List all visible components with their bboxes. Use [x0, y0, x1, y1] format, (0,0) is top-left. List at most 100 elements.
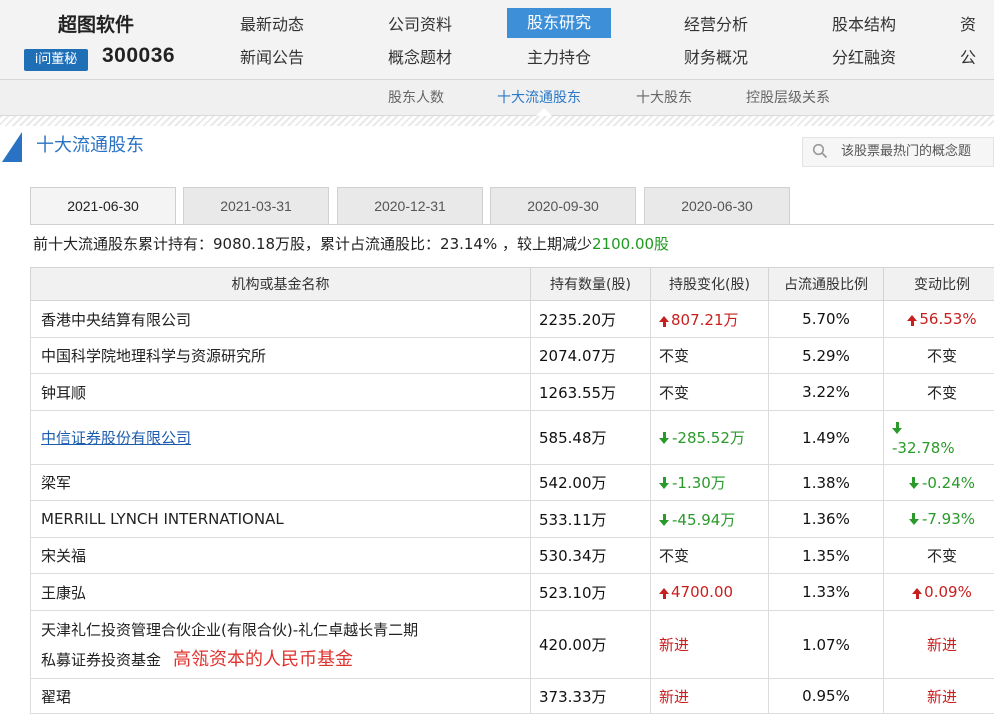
nav-business-analysis[interactable]: 经营分析	[683, 15, 748, 34]
nav-latest-news[interactable]: 最新动态	[239, 15, 304, 34]
arrow-down-icon	[659, 513, 669, 526]
change-value: 不变	[659, 347, 690, 365]
brand-block: 超图软件 i问董秘 300036	[0, 0, 200, 80]
col-header-change: 持股变化(股)	[650, 267, 769, 301]
col-header-qty: 持有数量(股)	[530, 267, 651, 301]
arrow-down-icon	[659, 477, 669, 489]
cell-holding-qty: 2074.07万	[530, 337, 651, 374]
subnav-top10-float[interactable]: 十大流通股东	[497, 90, 581, 106]
cell-change-ratio: 不变	[883, 373, 994, 411]
holder-annotation: 高瓴资本的人民币基金	[173, 648, 354, 670]
sub-navigation: 股东人数 十大流通股东 十大股东 控股层级关系	[0, 80, 994, 116]
subnav-control-hierarchy[interactable]: 控股层级关系	[746, 90, 830, 106]
divider-stripe	[0, 116, 994, 126]
table-header-row: 机构或基金名称 持有数量(股) 持股变化(股) 占流通股比例 变动比例	[30, 267, 994, 301]
cell-float-ratio: 1.49%	[768, 410, 884, 465]
ratio-value: 不变	[926, 347, 957, 365]
table-row: 天津礼仁投资管理合伙企业(有限合伙)-礼仁卓越长青二期 私募证券投资基金 高瓴资本的…	[30, 610, 994, 679]
arrow-up-icon	[912, 588, 923, 599]
change-value: 807.21万	[671, 310, 739, 329]
ratio-value: -0.24%	[921, 473, 976, 492]
change-value: 不变	[659, 383, 690, 402]
arrow-up-icon	[659, 588, 669, 599]
arrow-up-icon	[659, 315, 669, 327]
table-row: 香港中央结算有限公司 2235.20万 807.21万 5.70% 56.53%	[30, 300, 994, 338]
arrow-down-icon	[908, 513, 919, 525]
table-row: 钟耳顺 1263.55万 不变 3.22% 不变	[30, 373, 994, 411]
cell-float-ratio: 1.35%	[768, 537, 884, 574]
hot-concept-search[interactable]: 该股票最热门的概念题	[802, 137, 994, 167]
cell-holder-name: 翟珺	[30, 678, 531, 714]
cell-holding-change: 不变	[650, 537, 769, 574]
arrow-down-icon	[659, 432, 669, 444]
cell-holding-qty: 420.00万	[530, 610, 651, 679]
nav-main-holdings[interactable]: 主力持仓	[526, 48, 591, 67]
cell-float-ratio: 1.36%	[768, 500, 884, 538]
holder-name-line2: 私募证券投资基金	[41, 650, 162, 669]
nav-concepts[interactable]: 概念题材	[387, 48, 452, 67]
holder-name: 翟珺	[41, 687, 72, 706]
table-row: 宋关福 530.34万 不变 1.35% 不变	[30, 537, 994, 574]
cell-holder-name: 王康弘	[30, 573, 531, 611]
tab-date-2020-09-30[interactable]: 2020-09-30	[490, 187, 636, 224]
cell-holding-qty: 1263.55万	[530, 373, 651, 411]
change-value: -1.30万	[672, 474, 726, 492]
holder-name: 中国科学院地理科学与资源研究所	[41, 347, 267, 365]
cell-holding-change: -1.30万	[650, 464, 769, 501]
table-row: 翟珺 373.33万 新进 0.95% 新进	[30, 678, 994, 714]
cell-holder-name: 梁军	[30, 464, 531, 501]
cell-holder-name: MERRILL LYNCH INTERNATIONAL	[30, 500, 531, 538]
nav-company-info[interactable]: 公司资料	[387, 15, 452, 34]
cell-float-ratio: 1.07%	[768, 610, 884, 679]
cell-holding-change: 新进	[650, 610, 769, 679]
cell-holding-qty: 542.00万	[530, 464, 651, 501]
cell-holding-qty: 2235.20万	[530, 300, 651, 338]
cell-change-ratio: -32.78%	[883, 410, 994, 465]
change-value: -45.94万	[672, 510, 736, 529]
cell-float-ratio: 1.33%	[768, 573, 884, 611]
nav-shareholder-research[interactable]: 股东研究	[507, 8, 611, 38]
table-row: 王康弘 523.10万 4700.00 1.33% 0.09%	[30, 573, 994, 611]
cell-float-ratio: 3.22%	[768, 373, 884, 411]
nav-financial-overview[interactable]: 财务概况	[683, 48, 748, 67]
cell-holding-qty: 523.10万	[530, 573, 651, 611]
arrow-down-icon	[908, 476, 919, 489]
subnav-shareholder-count[interactable]: 股东人数	[388, 90, 444, 106]
tab-date-2020-12-31[interactable]: 2020-12-31	[337, 187, 483, 224]
nav-announcements[interactable]: 新闻公告	[239, 48, 304, 67]
cell-change-ratio: 不变	[883, 537, 994, 574]
tab-date-2020-06-30[interactable]: 2020-06-30	[644, 187, 790, 224]
cell-holding-change: 不变	[650, 373, 769, 411]
cell-change-ratio: -7.93%	[883, 500, 994, 538]
nav-dividend-financing[interactable]: 分红融资	[831, 48, 896, 67]
holder-name: MERRILL LYNCH INTERNATIONAL	[41, 510, 284, 528]
ratio-value: 新进	[926, 687, 957, 706]
top-header: 超图软件 i问董秘 300036 最新动态 公司资料 股东研究 经营分析 股本结…	[0, 0, 994, 80]
cell-holder-name: 天津礼仁投资管理合伙企业(有限合伙)-礼仁卓越长青二期 私募证券投资基金 高瓴资本的…	[30, 610, 531, 679]
nav-announcements-2[interactable]: 公	[960, 48, 977, 67]
ask-secretary-button[interactable]: i问董秘	[24, 49, 88, 71]
tab-baseline	[30, 224, 994, 225]
cell-holder-name: 香港中央结算有限公司	[30, 300, 531, 338]
cell-holder-name: 宋关福	[30, 537, 531, 574]
change-value: 不变	[659, 547, 690, 565]
cell-holding-change: 新进	[650, 678, 769, 714]
table-row: MERRILL LYNCH INTERNATIONAL 533.11万 -45.94…	[30, 500, 994, 538]
nav-capital-structure[interactable]: 股本结构	[831, 15, 896, 34]
cell-holder-name: 钟耳顺	[30, 373, 531, 411]
holder-link[interactable]: 中信证券股份有限公司	[41, 429, 192, 447]
arrow-up-icon	[907, 315, 918, 326]
cell-float-ratio: 5.29%	[768, 337, 884, 374]
tab-date-2021-03-31[interactable]: 2021-03-31	[183, 187, 329, 224]
subnav-top10[interactable]: 十大股东	[636, 90, 692, 106]
cell-holding-change: 不变	[650, 337, 769, 374]
tab-date-2021-06-30[interactable]: 2021-06-30	[30, 187, 176, 225]
change-value: -285.52万	[672, 429, 745, 447]
col-header-name: 机构或基金名称	[30, 267, 531, 301]
nav-capital-ops[interactable]: 资	[960, 15, 977, 34]
cell-float-ratio: 0.95%	[768, 678, 884, 714]
ratio-value: -7.93%	[921, 510, 976, 528]
ratio-value: 0.09%	[924, 583, 972, 601]
ratio-value: 新进	[926, 636, 957, 654]
ratio-value: 不变	[926, 547, 957, 565]
